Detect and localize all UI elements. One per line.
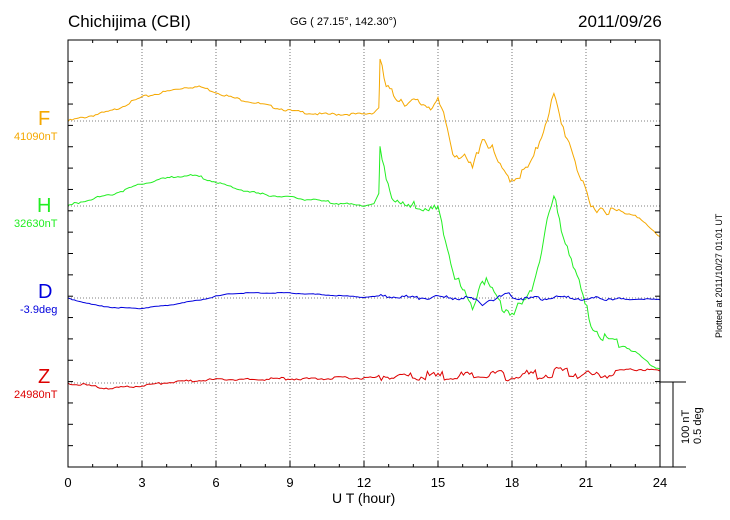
label-f: F — [38, 108, 51, 130]
baseline-f: 41090nT — [14, 131, 58, 143]
x-tick-label-18: 18 — [505, 475, 519, 490]
scale-deg-label: 0.5 deg — [692, 407, 704, 444]
series-line-h — [67, 146, 661, 370]
x-tick-label-0: 0 — [64, 475, 71, 490]
baseline-h: 32630nT — [14, 218, 58, 230]
baseline-z: 24980nT — [14, 389, 58, 401]
x-tick-label-6: 6 — [212, 475, 219, 490]
series-line-d — [67, 291, 661, 310]
grid — [68, 40, 660, 467]
label-z: Z — [38, 366, 51, 388]
x-axis: 0 3 6 9 12 15 18 21 24 — [64, 39, 667, 490]
x-tick-label-9: 9 — [286, 475, 293, 490]
baseline-d: -3.9deg — [20, 304, 58, 316]
series-line-f — [67, 58, 661, 238]
series-line-z — [67, 366, 661, 390]
label-d: D — [38, 281, 53, 303]
x-tick-label-24: 24 — [653, 475, 667, 490]
series-lines — [67, 58, 661, 390]
station-coordinates: GG ( 27.15°, 142.30°) — [290, 16, 397, 28]
plotted-timestamp: Plotted at 2011/10/27 01:01 UT — [714, 213, 724, 338]
x-axis-label: U T (hour) — [332, 490, 396, 506]
chart-date: 2011/09/26 — [578, 12, 662, 31]
x-tick-label-12: 12 — [357, 475, 371, 490]
x-tick-label-3: 3 — [138, 475, 145, 490]
scale-nt-label: 100 nT — [680, 409, 692, 444]
x-tick-label-21: 21 — [579, 475, 593, 490]
label-h: H — [37, 195, 52, 217]
x-tick-label-15: 15 — [431, 475, 445, 490]
station-title: Chichijima (CBI) — [68, 12, 191, 31]
